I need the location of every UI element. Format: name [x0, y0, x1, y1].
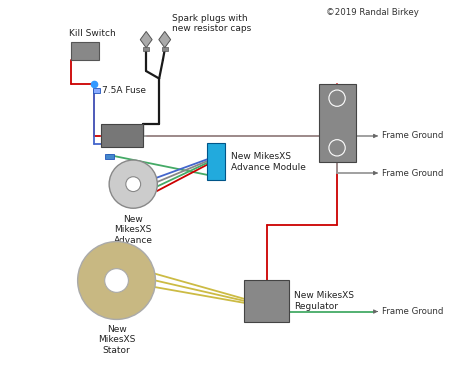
Text: Frame Ground: Frame Ground — [382, 307, 444, 316]
Circle shape — [78, 241, 155, 320]
Text: Battery: Battery — [317, 122, 357, 132]
Polygon shape — [140, 32, 152, 48]
Polygon shape — [159, 32, 171, 48]
Bar — [71, 42, 99, 60]
Text: New MikesXS
Regulator: New MikesXS Regulator — [294, 291, 355, 311]
Circle shape — [126, 177, 141, 192]
Text: New
MikesXS
Advance: New MikesXS Advance — [114, 215, 153, 245]
Bar — [319, 84, 356, 162]
Bar — [162, 47, 168, 51]
Text: ©2019 Randal Birkey: ©2019 Randal Birkey — [326, 8, 419, 17]
Text: Kill Switch: Kill Switch — [69, 29, 116, 38]
Bar — [245, 280, 289, 322]
Text: New MikesXS
Advance Module: New MikesXS Advance Module — [231, 152, 306, 171]
Bar — [104, 154, 114, 158]
Bar — [143, 47, 149, 51]
Bar — [101, 125, 144, 147]
Bar — [93, 88, 100, 93]
Circle shape — [105, 269, 128, 292]
Text: 7.5A Fuse: 7.5A Fuse — [102, 86, 146, 95]
Text: New Coil: New Coil — [100, 131, 144, 141]
Circle shape — [109, 160, 157, 208]
Text: Frame Ground: Frame Ground — [382, 131, 444, 141]
Text: New
MikesXS
Stator: New MikesXS Stator — [98, 325, 135, 355]
Text: Frame Ground: Frame Ground — [382, 169, 444, 177]
Bar — [207, 143, 225, 180]
Text: −: − — [333, 143, 341, 153]
Text: +: + — [333, 93, 341, 103]
Text: Spark plugs with
new resistor caps: Spark plugs with new resistor caps — [172, 14, 251, 33]
